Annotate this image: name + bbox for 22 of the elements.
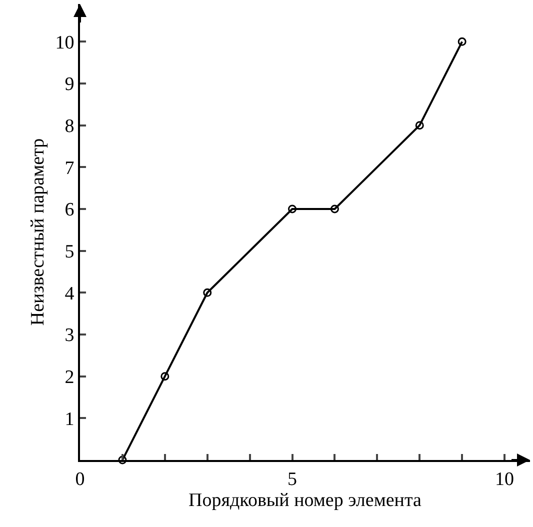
y-tick-label: 2 — [64, 366, 74, 388]
point — [118, 456, 127, 464]
point — [330, 204, 339, 214]
y-tick-label: 10 — [55, 32, 74, 54]
y-tick-label: 7 — [64, 158, 74, 179]
y-tick-label: 6 — [64, 200, 74, 221]
y-tick-label: 4 — [64, 283, 75, 304]
x-axis-title: Порядковый номер элемента — [188, 490, 422, 511]
y-tick-label: 1 — [64, 408, 74, 430]
point — [458, 37, 466, 46]
y-tick-label: 8 — [64, 116, 74, 137]
y-axis-title: Неизвестный параметр — [28, 138, 49, 326]
point — [160, 372, 170, 381]
x-tick-label: 10 — [495, 468, 514, 490]
point — [203, 288, 212, 297]
x-tick-label: 0 — [75, 468, 85, 490]
point — [288, 204, 297, 214]
y-tick-label: 5 — [64, 241, 74, 262]
point — [415, 121, 424, 130]
y-tick-label: 9 — [64, 74, 74, 96]
x-tick-label: 5 — [288, 468, 298, 490]
y-tick-label: 3 — [64, 325, 74, 346]
